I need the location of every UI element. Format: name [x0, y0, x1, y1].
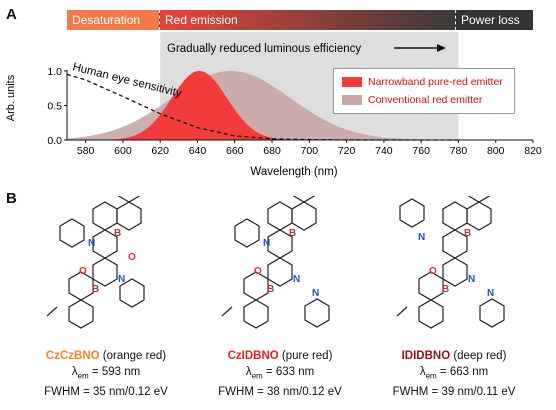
fwhm-label: FWHM =: [392, 386, 442, 399]
legend-item-conventional: Conventional red emitter: [342, 93, 482, 107]
molecule-ididbno: N B O B N N: [396, 196, 514, 329]
legend-label-conventional: Conventional red emitter: [368, 94, 483, 106]
x-tick-label: 620: [151, 145, 169, 157]
panel-a-label: A: [6, 6, 17, 23]
lambda-subscript: em: [251, 371, 263, 381]
red-emission-band: Red emission: [159, 10, 455, 30]
atom-b: B: [464, 228, 471, 239]
atom-b: B: [267, 284, 274, 295]
atom-n: N: [468, 274, 475, 285]
caption-ididbno: IDIDBNO (deep red) λem = 663 nm FWHM = 3…: [374, 348, 534, 400]
lambda-subscript: em: [425, 371, 437, 381]
fwhm-value: 35 nm/0.12 eV: [93, 386, 168, 399]
y-tick-labels: 0.0 0.5 1.0: [47, 66, 67, 147]
atom-o: O: [429, 266, 437, 277]
atom-o: O: [128, 252, 136, 263]
lambda-value: 663 nm: [449, 366, 489, 378]
atom-o: O: [79, 266, 87, 277]
legend-label-narrowband: Narrowband pure-red emitter: [368, 76, 503, 88]
molecule-name: IDIDBNO: [401, 350, 451, 362]
x-axis-label: Wavelength (nm): [250, 166, 337, 178]
molecule-descriptor: (orange red): [99, 350, 167, 362]
x-tick-label: 580: [77, 145, 95, 157]
atom-n: N: [293, 274, 300, 285]
chart-legend: Narrowband pure-red emitter Conventional…: [333, 68, 515, 114]
lambda-subscript: em: [77, 371, 89, 381]
x-tick-label: 600: [114, 145, 132, 157]
equals-sign: =: [436, 366, 450, 378]
atom-n: N: [418, 232, 425, 243]
x-tick-labels: 580 600 620 640 660 680 700 720 740 760 780 800 820: [77, 140, 542, 157]
lambda-symbol: λ: [419, 366, 426, 378]
molecule-structures: N B O B N O N B O B N N N B O B N N: [46, 196, 514, 329]
equals-sign: =: [88, 366, 102, 378]
atom-n: N: [312, 288, 319, 299]
gradual-arrow: [394, 44, 446, 52]
atom-b: B: [114, 228, 121, 239]
molecule-czidbno: N B O B N N: [221, 196, 339, 329]
x-tick-label: 820: [524, 145, 542, 157]
lambda-symbol: λ: [245, 366, 252, 378]
molecule-czczbno: N B O B N O: [46, 196, 164, 329]
panel-b-label: B: [6, 190, 17, 207]
fwhm-label: FWHM =: [218, 386, 268, 399]
x-tick-label: 800: [487, 145, 505, 157]
x-tick-label: 740: [375, 145, 393, 157]
molecule-descriptor: (deep red): [450, 350, 507, 362]
atom-n: N: [263, 238, 270, 249]
lambda-symbol: λ: [71, 366, 78, 378]
x-tick-label: 720: [338, 145, 356, 157]
legend-swatch-narrowband: [342, 77, 362, 87]
human-eye-curve: [66, 73, 459, 141]
molecule-descriptor: (pure red): [278, 350, 333, 362]
x-tick-label: 780: [450, 145, 468, 157]
fwhm-value: 38 nm/0.12 eV: [267, 386, 342, 399]
equals-sign: =: [262, 366, 276, 378]
power-loss-label: Power loss: [461, 13, 520, 27]
fwhm-value: 39 nm/0.11 eV: [441, 386, 516, 399]
atom-b: B: [289, 228, 296, 239]
x-tick-label: 660: [226, 145, 244, 157]
atom-n: N: [118, 274, 125, 285]
molecule-name: CzCzBNO: [45, 350, 100, 362]
caption-czczbno: CzCzBNO (orange red) λem = 593 nm FWHM =…: [26, 348, 186, 400]
atom-b: B: [92, 284, 99, 295]
x-tick-label: 680: [263, 145, 281, 157]
atom-n: N: [88, 238, 95, 249]
legend-item-narrowband: Narrowband pure-red emitter: [342, 75, 503, 89]
x-tick-label: 700: [301, 145, 319, 157]
atom-o: O: [254, 266, 262, 277]
gradual-annotation: Gradually reduced luminous efficiency: [167, 43, 361, 55]
y-tick-label: 0.0: [47, 135, 62, 147]
caption-czidbno: CzIDBNO (pure red) λem = 633 nm FWHM = 3…: [200, 348, 360, 400]
legend-swatch-conventional: [342, 95, 362, 105]
x-tick-label: 640: [189, 145, 207, 157]
y-axis-label: Arb. units: [5, 74, 17, 121]
atom-n: N: [487, 288, 494, 299]
lambda-value: 633 nm: [275, 366, 315, 378]
desaturation-label: Desaturation: [72, 13, 141, 27]
power-loss-band: Power loss: [455, 10, 533, 30]
lambda-value: 593 nm: [101, 366, 141, 378]
red-emission-label: Red emission: [165, 13, 238, 27]
atom-b: B: [442, 284, 449, 295]
y-tick-label: 0.5: [47, 100, 62, 112]
desaturation-band: Desaturation: [67, 10, 159, 30]
x-tick-label: 760: [412, 145, 430, 157]
y-tick-label: 1.0: [47, 66, 62, 78]
fwhm-label: FWHM =: [44, 386, 94, 399]
molecule-name: CzIDBNO: [227, 350, 279, 362]
